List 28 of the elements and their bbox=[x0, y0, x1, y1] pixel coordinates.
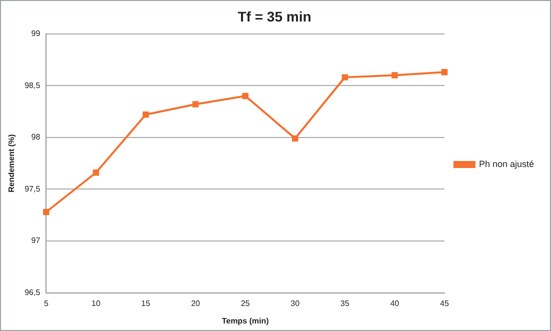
x-tick-label: 30 bbox=[290, 298, 300, 308]
y-tick-label: 96,5 bbox=[24, 288, 41, 298]
x-tick-label: 20 bbox=[191, 298, 201, 308]
x-tick-label: 5 bbox=[44, 298, 49, 308]
y-axis-title: Rendement (%) bbox=[7, 134, 16, 192]
point bbox=[43, 208, 50, 216]
x-tick-label: 35 bbox=[340, 298, 350, 308]
x-tick-label: 40 bbox=[390, 298, 400, 308]
x-tick-label: 15 bbox=[141, 298, 151, 308]
x-tick-label: 10 bbox=[92, 298, 101, 308]
point bbox=[192, 101, 199, 108]
y-tick-label: 99 bbox=[31, 29, 41, 38]
legend-label: Ph non ajusté bbox=[478, 158, 534, 169]
x-axis-title: Temps (min) bbox=[222, 316, 270, 326]
point bbox=[342, 74, 348, 80]
point bbox=[392, 72, 398, 78]
y-tick-label: 98 bbox=[31, 132, 41, 142]
point bbox=[441, 69, 448, 76]
point bbox=[242, 92, 248, 100]
point bbox=[92, 170, 100, 176]
point bbox=[292, 135, 298, 142]
x-tick-label: 45 bbox=[440, 298, 450, 308]
point bbox=[142, 111, 149, 118]
y-tick-label: 97 bbox=[31, 236, 41, 246]
x-tick-label: 25 bbox=[240, 298, 250, 308]
y-tick-label: 98,5 bbox=[24, 80, 41, 90]
y-tick-label: 97,5 bbox=[24, 184, 41, 194]
chart-title: Tf = 35 min bbox=[238, 8, 312, 24]
